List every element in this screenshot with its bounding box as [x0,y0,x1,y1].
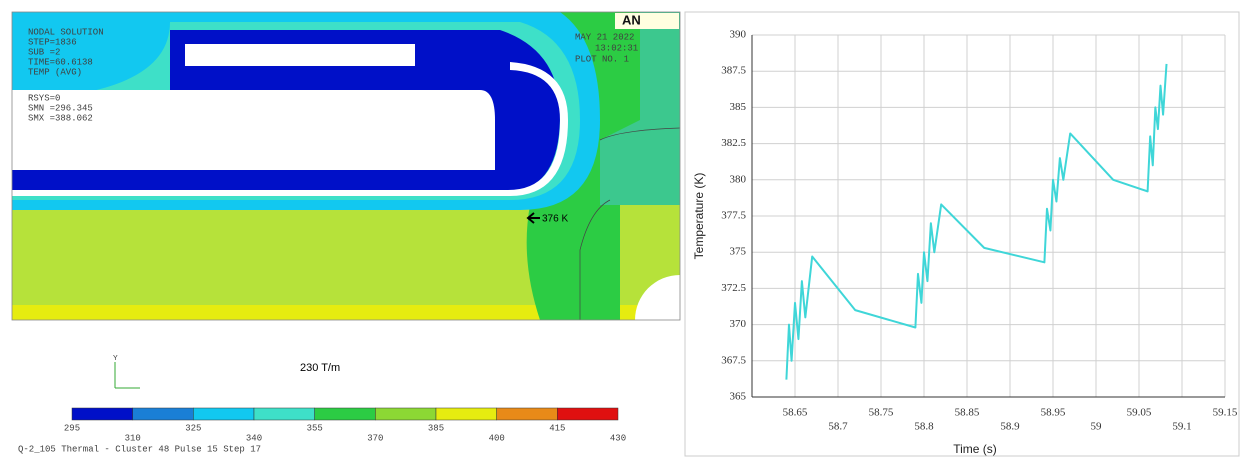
y-tick-label: 377.5 [721,210,746,222]
colorbar-label: 310 [125,433,141,443]
colorbar-box [253,407,315,421]
contour-cutout [635,275,680,320]
logo-box [615,13,679,29]
info-right: PLOT NO. 1 [575,54,629,64]
x-tick-label: 59 [1091,421,1103,433]
x-tick-label: 58.95 [1041,407,1066,419]
info-line: SUB =2 [28,47,60,57]
colorbar-label: 415 [549,423,565,433]
info-line: TIME=60.6138 [28,57,93,67]
y-tick-label: 365 [730,391,747,403]
colorbar-box [314,407,376,421]
colorbar-box [496,407,558,421]
colorbar-label: 400 [489,433,505,443]
footer: Q-2_105 Thermal - Cluster 48 Pulse 15 St… [18,444,261,454]
colorbar-box [375,407,437,421]
colorbar-box [193,407,255,421]
info-right: 13:02:31 [595,43,638,53]
contour-edge [579,199,611,320]
x-axis-label: Time (s) [953,442,997,456]
colorbar-box [132,407,194,421]
x-tick-label: 58.75 [869,407,894,419]
x-tick-label: 58.65 [783,407,808,419]
colorbar-label: 355 [307,423,323,433]
colorbar-box [435,407,497,421]
triad-label: Y [113,355,118,362]
y-tick-label: 390 [730,29,747,41]
info-line: TEMP (AVG) [28,67,82,77]
y-tick-label: 387.5 [721,65,746,77]
y-tick-label: 380 [730,173,747,185]
info-line: SMN =296.345 [28,103,93,113]
contour-void [185,44,415,66]
contour-plot: AN MAY 21 2022 13:02:31 PLOT NO. 1 376 K… [11,11,681,454]
y-tick-label: 385 [730,101,747,113]
info-line: NODAL SOLUTION [28,27,104,37]
info-line: SMX =388.062 [28,113,93,123]
gradient-label: 230 T/m [300,362,340,374]
colorbar: 295 310 325 340 355 370 385 400 415 430 [64,407,626,443]
x-tick-label: 58.9 [1000,421,1020,433]
colorbar-label: 295 [64,423,80,433]
contour-edge [599,127,681,141]
x-tick-label: 58.7 [828,421,848,433]
y-axis-label: Temperature (K) [692,173,706,260]
x-tick-label: 59.15 [1213,407,1238,419]
x-tick-label: 58.85 [955,407,980,419]
axis-triad [114,362,140,389]
colorbar-label: 325 [185,423,201,433]
info-line: STEP=1836 [28,37,77,47]
contour-void [12,90,495,170]
contour-bottom-strip [12,305,652,320]
y-tick-label: 382.5 [721,137,746,149]
contour-frame [11,11,681,321]
contour-right-lower [526,205,620,320]
y-tick-label: 372.5 [721,282,746,294]
colorbar-label: 340 [246,433,262,443]
logo: AN [622,12,641,27]
colorbar-label: 430 [610,433,626,443]
chart-frame [684,11,1240,457]
data-line [785,63,1168,380]
colorbar-label: 370 [367,433,383,443]
x-tick-label: 58.8 [914,421,934,433]
info-line: RSYS=0 [28,93,60,103]
colorbar-box [71,407,133,421]
arrow-label: 376 K [542,214,568,225]
x-tick-label: 59.1 [1172,421,1191,433]
arrow [526,212,540,224]
y-tick-label: 370 [730,318,747,330]
y-tick-label: 375 [730,246,747,258]
x-tick-label: 59.05 [1127,407,1152,419]
line-chart: 365 367.5 370 372.5 375 377.5 380 382.5 385 387.5… [721,29,1238,433]
y-tick-label: 367.5 [721,354,746,366]
colorbar-box [557,407,619,421]
colorbar-label: 385 [428,423,444,433]
info-right: MAY 21 2022 [575,32,634,42]
